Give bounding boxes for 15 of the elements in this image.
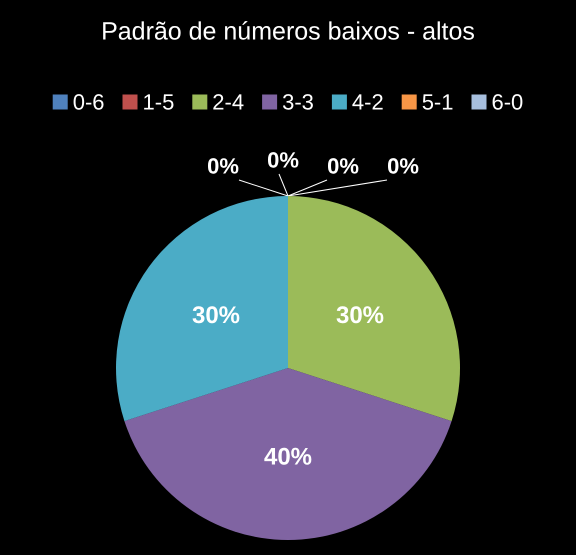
text: 0%	[327, 154, 359, 178]
legend-label: 0-6	[72, 90, 105, 114]
data-label: 40%	[264, 444, 312, 470]
data-label: 30%	[192, 302, 240, 330]
legend-label: 2-4	[212, 90, 244, 114]
text: 0%	[387, 154, 419, 178]
text: 0%	[207, 154, 239, 178]
legend-label: 1-5	[142, 90, 174, 114]
chart-title: Padrão de números baixos - altos	[101, 18, 475, 46]
text: 0%	[267, 148, 299, 172]
legend-label: 4-2	[352, 90, 384, 114]
legend-label: 3-3	[282, 90, 314, 114]
legend-label: 5-1	[422, 90, 454, 114]
legend-label: 6-0	[491, 90, 524, 114]
data-label: 30%	[336, 302, 384, 330]
